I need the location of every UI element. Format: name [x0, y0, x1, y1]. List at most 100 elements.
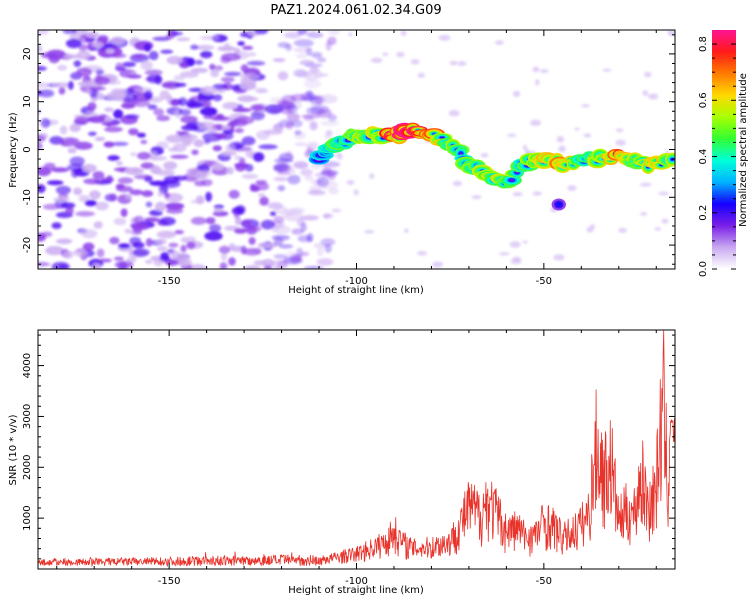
y-tick-label: 1000	[22, 505, 33, 530]
noise-blob	[101, 121, 119, 126]
noise-blob	[150, 150, 158, 161]
noise-blob	[211, 163, 224, 171]
noise-blob	[186, 167, 201, 177]
noise-blob	[173, 75, 185, 81]
noise-speckle	[512, 90, 521, 97]
noise-blob	[286, 250, 297, 257]
noise-blob	[51, 261, 70, 269]
noise-blob	[248, 52, 257, 57]
noise-speckle	[495, 40, 504, 45]
noise-speckle	[395, 51, 405, 58]
noise-blob	[228, 189, 240, 199]
noise-blob	[67, 80, 74, 90]
noise-blob	[114, 260, 134, 269]
noise-blob	[89, 86, 107, 91]
noise-blob	[186, 101, 204, 109]
noise-blob	[168, 242, 179, 248]
noise-speckle	[417, 72, 425, 78]
noise-blob	[291, 228, 304, 235]
noise-blob	[234, 228, 247, 234]
noise-blob	[190, 67, 209, 73]
noise-blob	[296, 247, 304, 257]
noise-blob	[220, 76, 235, 83]
noise-blob	[273, 205, 288, 214]
noise-blob	[130, 222, 148, 229]
noise-blob	[273, 236, 284, 247]
noise-blob	[144, 69, 163, 76]
noise-blob	[257, 242, 278, 249]
noise-blob	[234, 128, 244, 134]
noise-speckle	[581, 104, 590, 108]
noise-blob	[82, 242, 95, 251]
noise-blob	[85, 88, 93, 95]
noise-blob	[244, 265, 261, 269]
noise-blob	[201, 179, 213, 187]
noise-blob	[280, 211, 294, 217]
noise-blob	[144, 90, 153, 101]
noise-blob	[241, 173, 259, 180]
noise-blob	[38, 66, 47, 71]
y-tick-label: -20	[22, 237, 33, 253]
noise-speckle	[615, 128, 624, 133]
noise-blob	[209, 63, 216, 71]
noise-blob	[38, 89, 43, 96]
noise-blob	[235, 205, 246, 215]
noise-blob	[124, 228, 132, 234]
noise-blob	[257, 193, 266, 198]
noise-blob	[214, 65, 224, 71]
noise-blob	[321, 180, 339, 190]
colorbar-tick-label: 0.0	[698, 261, 709, 277]
noise-blob	[38, 184, 46, 194]
x-tick-label: -150	[158, 576, 181, 587]
noise-blob	[186, 241, 196, 250]
noise-blob	[270, 211, 277, 216]
noise-blob	[250, 104, 265, 111]
noise-blob	[129, 236, 142, 246]
noise-blob	[85, 31, 100, 39]
noise-speckle	[532, 191, 542, 196]
noise-blob	[159, 216, 176, 226]
noise-blob	[69, 123, 81, 133]
noise-blob	[318, 94, 338, 104]
x-tick-label: -100	[345, 276, 368, 287]
noise-speckle	[346, 180, 355, 185]
colorbar-label: Normalized spectral amplitude	[738, 73, 749, 227]
noise-blob	[212, 83, 228, 90]
noise-blob	[109, 193, 118, 202]
ridge-blob	[439, 136, 445, 139]
noise-speckle	[522, 240, 528, 244]
noise-blob	[76, 50, 91, 60]
noise-blob	[270, 226, 279, 232]
noise-blob	[89, 190, 101, 200]
noise-blob	[250, 110, 265, 121]
noise-blob	[69, 156, 85, 167]
noise-blob	[73, 60, 82, 68]
noise-blob	[165, 134, 184, 143]
noise-blob	[78, 44, 88, 52]
noise-blob	[73, 187, 83, 196]
noise-blob	[47, 180, 64, 186]
noise-blob	[140, 139, 148, 145]
y-tick-label: 20	[22, 48, 33, 61]
noise-blob	[245, 164, 254, 172]
noise-blob	[290, 93, 308, 102]
noise-blob	[153, 108, 165, 116]
noise-blob	[210, 69, 220, 78]
noise-blob	[291, 120, 303, 128]
noise-blob	[263, 265, 273, 269]
noise-speckle	[449, 60, 458, 66]
noise-speckle	[654, 227, 662, 231]
noise-blob	[212, 94, 223, 102]
noise-blob	[300, 168, 313, 177]
noise-blob	[95, 69, 105, 75]
noise-blob	[130, 152, 138, 157]
noise-speckle	[602, 68, 612, 72]
noise-blob	[213, 207, 224, 213]
noise-blob	[174, 82, 187, 88]
noise-blob	[83, 178, 102, 185]
noise-blob	[103, 141, 115, 148]
snr-x-label: Height of straight line (km)	[288, 585, 424, 596]
noise-blob	[254, 30, 269, 35]
noise-speckle	[318, 73, 329, 77]
noise-blob	[143, 43, 152, 52]
